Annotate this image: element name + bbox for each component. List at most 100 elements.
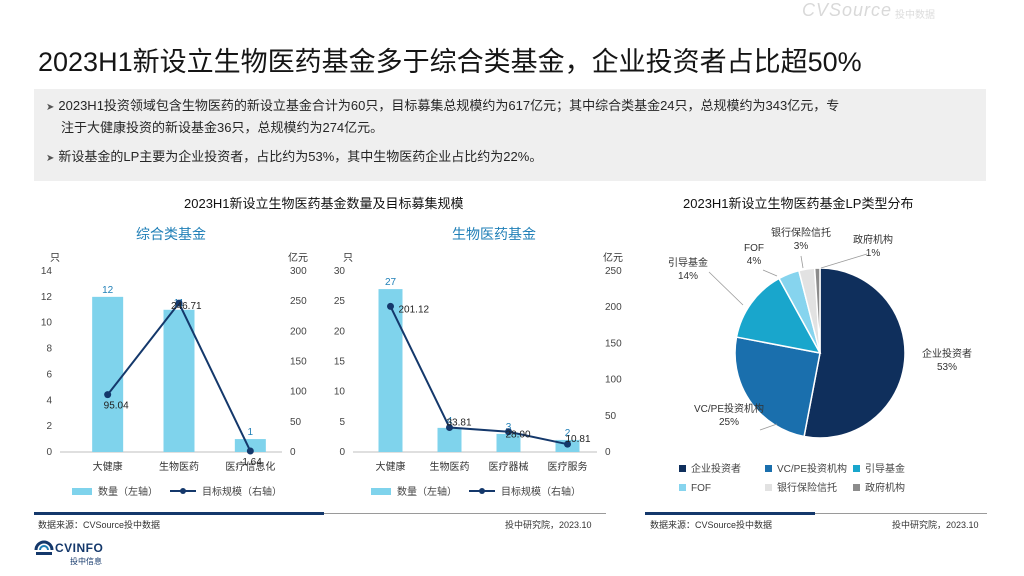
y-left-tick: 4 xyxy=(46,395,52,406)
legend-label: 政府机构 xyxy=(865,481,905,494)
left-chart-title: 2023H1新设立生物医药基金数量及目标募集规模 xyxy=(184,196,464,211)
y-left-unit: 只 xyxy=(343,253,353,264)
y-right-tick: 300 xyxy=(290,266,307,277)
arrow-bullet-icon: ➤ xyxy=(46,153,55,164)
y-left-tick: 2 xyxy=(46,421,52,432)
y-right-tick: 0 xyxy=(290,447,296,458)
bar xyxy=(378,289,403,452)
y-right-tick: 200 xyxy=(290,326,307,337)
legend-line-marker xyxy=(180,488,186,494)
x-tick-label: 大健康 xyxy=(93,460,123,473)
watermark-sub: 投中数据 xyxy=(895,10,935,21)
y-right-tick: 100 xyxy=(605,375,622,386)
legend-line-label: 目标规模（右轴） xyxy=(202,485,282,498)
leader-line xyxy=(800,255,804,269)
legend-swatch xyxy=(853,484,860,491)
y-right-tick: 250 xyxy=(290,296,307,307)
y-right-tick: 50 xyxy=(605,411,617,422)
bar xyxy=(437,427,462,452)
y-right-tick: 100 xyxy=(290,387,307,398)
line-point xyxy=(175,299,183,307)
y-left-tick: 20 xyxy=(334,326,346,337)
legend-label: VC/PE投资机构 xyxy=(777,462,847,475)
x-tick-label: 医疗信息化 xyxy=(225,460,275,473)
line-point xyxy=(387,302,394,310)
line-point xyxy=(564,440,571,448)
pie-value-label: 1% xyxy=(866,248,881,259)
leader-line xyxy=(708,271,744,306)
x-tick-label: 大健康 xyxy=(376,460,406,473)
line-data-label: 1.64 xyxy=(242,457,262,468)
bar xyxy=(163,309,195,452)
pie-value-label: 3% xyxy=(794,241,809,252)
summary-box: ➤ 2023H1投资领域包含生物医药的新设立基金合计为60只，目标募集总规模约为6… xyxy=(34,89,986,181)
y-left-tick: 6 xyxy=(46,369,52,380)
legend-swatch xyxy=(679,484,686,491)
line-point xyxy=(505,428,512,436)
legend-line-label: 目标规模（右轴） xyxy=(501,485,581,498)
y-left-tick: 5 xyxy=(339,417,345,428)
y-right-unit: 亿元 xyxy=(288,251,308,264)
cvinfo-logo-icon xyxy=(34,540,54,555)
pie-label: 银行保险信托 xyxy=(771,226,831,239)
pie-slice xyxy=(734,336,821,438)
leader-line xyxy=(759,423,778,431)
pie-label: VC/PE投资机构 xyxy=(694,402,764,415)
leader-line xyxy=(762,269,778,277)
line-data-label: 33.81 xyxy=(447,418,472,429)
y-left-tick: 12 xyxy=(41,292,53,303)
legend-bar-label: 数量（左轴） xyxy=(98,485,158,498)
arrow-bullet-icon: ➤ xyxy=(46,102,55,113)
summary-bullet-1: ➤ 2023H1投资领域包含生物医药的新设立基金合计为60只，目标募集总规模约为6… xyxy=(46,95,839,119)
pie-value-label: 14% xyxy=(678,271,698,282)
bar-data-label: 12 xyxy=(102,285,114,296)
logo-text: CVINFO xyxy=(55,541,104,555)
x-tick-label: 生物医药 xyxy=(430,460,470,473)
legend-label: 银行保险信托 xyxy=(777,481,837,494)
chart-lp-distribution: 企业投资者 53% VC/PE投资机构 25% 引导基金 14% FOF 4% 银行保险信托 3%… xyxy=(668,226,972,494)
y-left-tick: 0 xyxy=(339,447,345,458)
line-point xyxy=(246,447,254,455)
summary-bullet-1-line-1: 2023H1投资领域包含生物医药的新设立基金合计为60只，目标募集总规模约为61… xyxy=(58,98,840,113)
line-point xyxy=(446,424,453,432)
legend-label: 企业投资者 xyxy=(691,462,741,475)
legend-bar-swatch xyxy=(72,488,92,495)
footer-rule-accent xyxy=(645,512,815,515)
leader-line xyxy=(820,253,868,269)
y-left-tick: 25 xyxy=(334,296,346,307)
x-tick-label: 生物医药 xyxy=(159,460,199,473)
footer-rule xyxy=(324,513,606,514)
y-left-tick: 15 xyxy=(334,357,346,368)
pie-label: FOF xyxy=(744,243,764,254)
legend-bar-label: 数量（左轴） xyxy=(397,485,457,498)
pie-label: 政府机构 xyxy=(853,233,893,246)
line-point xyxy=(104,391,112,399)
bar-data-label: 27 xyxy=(385,277,397,288)
legend-label: FOF xyxy=(691,483,711,494)
legend-bar-swatch xyxy=(371,488,391,495)
legend-swatch xyxy=(765,465,772,472)
footer-rule-accent xyxy=(34,512,324,515)
bar-data-label: 4 xyxy=(447,416,453,427)
page-title: 2023H1新设立生物医药基金多于综合类基金，企业投资者占比超50% xyxy=(38,47,862,77)
right-source: 数据来源：CVSource投中数据 xyxy=(650,520,773,530)
y-left-tick: 10 xyxy=(334,387,346,398)
bar xyxy=(92,296,124,452)
y-right-tick: 200 xyxy=(605,302,622,313)
x-tick-label: 医疗服务 xyxy=(548,460,588,473)
right-org: 投中研究院，2023.10 xyxy=(892,520,979,530)
pie-value-label: 4% xyxy=(747,256,762,267)
chart-comprehensive-funds: 只亿元0246810121405010015020025030012大健康11生… xyxy=(41,251,308,498)
summary-bullet-1-line-2: 注于大健康投资的新设基金36只，总规模约为274亿元。 xyxy=(61,120,384,135)
bar-data-label: 3 xyxy=(506,422,512,433)
left-source: 数据来源：CVSource投中数据 xyxy=(38,520,161,530)
y-right-tick: 150 xyxy=(605,338,622,349)
y-right-tick: 150 xyxy=(290,357,307,368)
legend-swatch xyxy=(853,465,860,472)
line-data-label: 95.04 xyxy=(104,401,129,412)
logo-subtext: 投中信息 xyxy=(70,557,102,566)
y-left-tick: 8 xyxy=(46,344,52,355)
footer-rule xyxy=(815,513,987,514)
pie-slice xyxy=(735,277,822,355)
legend-line-marker xyxy=(479,488,485,494)
